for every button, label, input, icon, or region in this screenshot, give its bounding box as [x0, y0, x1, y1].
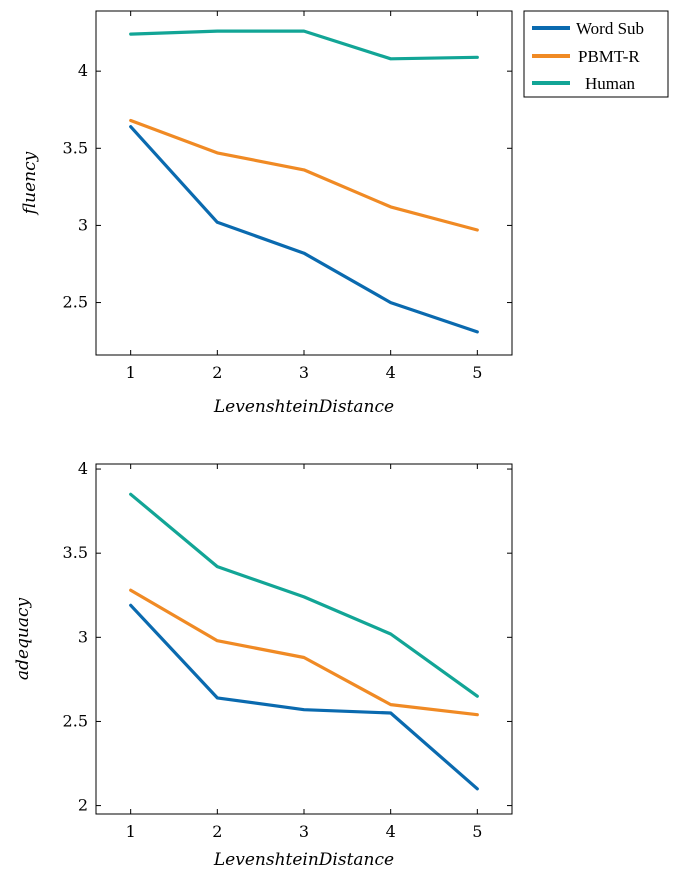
x-axis-label: LevenshteinDistance	[213, 850, 394, 870]
x-axis-label: LevenshteinDistance	[213, 397, 394, 417]
legend-item-pbmt-r: PBMT-R	[532, 47, 640, 66]
legend-item-human: Human	[532, 74, 636, 93]
x-tick-label: 4	[386, 363, 396, 382]
legend-label-pbmt-r: PBMT-R	[578, 47, 640, 66]
series-line-word-sub	[129, 125, 479, 334]
y-axis-label: fluency	[20, 151, 40, 216]
y-tick-label: 3	[78, 627, 88, 646]
x-tick-label: 1	[126, 822, 136, 841]
x-ticks: 1 2 3 4 5	[126, 11, 482, 382]
x-tick-label: 2	[212, 822, 222, 841]
legend: Word Sub PBMT-R Human	[523, 10, 669, 98]
series-line-pbmt-r	[129, 118, 479, 232]
series-lines	[129, 29, 479, 334]
y-tick-label: 3.5	[63, 543, 88, 562]
legend-label-human: Human	[585, 74, 636, 93]
x-tick-label: 3	[299, 363, 309, 382]
x-tick-label: 1	[126, 363, 136, 382]
legend-label-word-sub: Word Sub	[576, 19, 644, 38]
plot-frame	[95, 10, 513, 356]
legend-item-word-sub: Word Sub	[532, 19, 644, 38]
y-tick-label: 3	[78, 215, 88, 234]
series-line-human	[129, 492, 479, 698]
adequacy-chart: 2 2.5 3 3.5 4 1 2 3 4 5 LevenshteinDistance adeq…	[13, 459, 513, 870]
x-tick-label: 2	[212, 363, 222, 382]
y-tick-label: 3.5	[63, 138, 88, 157]
series-lines	[129, 492, 479, 791]
y-tick-label: 4	[78, 61, 88, 80]
x-ticks: 1 2 3 4 5	[126, 464, 482, 841]
y-axis-label: adequacy	[13, 598, 33, 681]
y-tick-label: 2.5	[63, 293, 88, 312]
y-tick-label: 2	[78, 796, 88, 815]
x-tick-label: 4	[386, 822, 396, 841]
series-line-pbmt-r	[129, 588, 479, 717]
y-tick-label: 2.5	[63, 711, 88, 730]
series-line-human	[129, 29, 479, 61]
x-tick-label: 5	[472, 822, 482, 841]
y-ticks: 2 2.5 3 3.5 4	[63, 459, 512, 815]
x-tick-label: 3	[299, 822, 309, 841]
y-ticks: 2.5 3 3.5 4	[63, 61, 512, 312]
series-line-word-sub	[129, 603, 479, 791]
fluency-chart: 2.5 3 3.5 4 1 2 3 4 5 LevenshteinDistance fluen…	[20, 10, 513, 417]
x-tick-label: 5	[472, 363, 482, 382]
y-tick-label: 4	[78, 459, 88, 478]
